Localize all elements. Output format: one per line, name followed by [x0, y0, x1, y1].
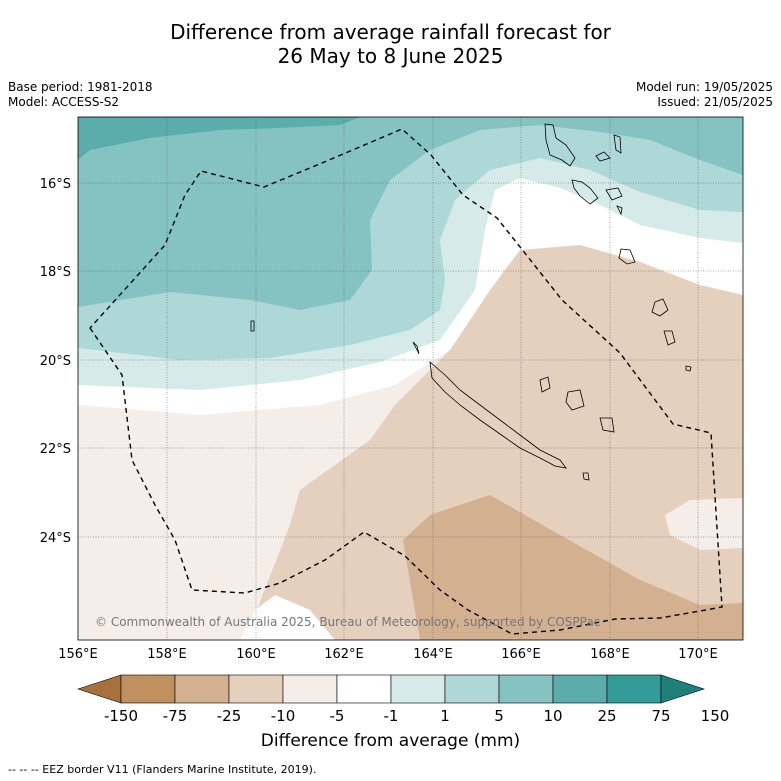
title-line-2: 26 May to 8 June 2025: [277, 44, 504, 68]
lon-label: 170°E: [678, 647, 718, 662]
colorbar-extend-high: [660, 674, 705, 704]
lon-label: 168°E: [590, 647, 630, 662]
base-period: Base period: 1981-2018: [8, 80, 153, 94]
colorbar-tick-label: -25: [217, 707, 242, 725]
map-title: Difference from average rainfall forecas…: [0, 20, 781, 68]
lon-label: 164°E: [413, 647, 453, 662]
lat-label: 16°S: [40, 177, 71, 192]
latitude-labels: 16°S 18°S 20°S 22°S 24°S: [40, 177, 71, 546]
graticule: [78, 117, 743, 640]
eez-legend-note: -- -- -- EEZ border V11 (Flanders Marine…: [8, 763, 317, 776]
colorbar-tick-label: -75: [163, 707, 188, 725]
lon-label: 166°E: [501, 647, 541, 662]
colorbar-tick-label: -10: [271, 707, 296, 725]
colorbar-segment: [174, 674, 230, 704]
anomaly-minus5-to-minus10: [245, 185, 743, 640]
lon-label: 158°E: [147, 647, 187, 662]
new-caledonia-mainland: [429, 361, 567, 469]
lat-label: 20°S: [40, 354, 71, 369]
colorbar-tick-label: 150: [701, 707, 730, 725]
colorbar-tick-label: 5: [494, 707, 504, 725]
map-frame: [77, 116, 744, 641]
colorbar-tick-label: -5: [330, 707, 345, 725]
anomaly-plus25-to-plus75: [78, 117, 360, 160]
anomaly-white-patch: [240, 595, 335, 640]
model-name: Model: ACCESS-S2: [8, 95, 120, 109]
anomaly-minus10-to-minus25: [403, 495, 743, 640]
vanuatu-santo: [544, 123, 576, 167]
colorbar-tick-label: 10: [543, 707, 562, 725]
colorbar-title: Difference from average (mm): [260, 731, 521, 751]
colorbar-segment: [390, 674, 446, 704]
colorbar-tick-label: 25: [597, 707, 616, 725]
anomaly-plus10-to-plus25: [78, 117, 743, 310]
colorbar-segment: [606, 674, 662, 704]
title-line-1: Difference from average rainfall forecas…: [170, 20, 611, 44]
lat-label: 22°S: [40, 442, 71, 457]
lat-label: 24°S: [40, 531, 71, 546]
colorbar-tick-label: 75: [651, 707, 670, 725]
map-plot-area: © Commonwealth of Australia 2025, Bureau…: [78, 117, 743, 640]
colorbar-extend-low: [77, 674, 122, 704]
model-run: Model run: 19/05/2025: [635, 80, 773, 94]
lon-label: 162°E: [324, 647, 364, 662]
colorbar: -150 -75 -25 -10 -5 -1 1 5 10 25 75 150: [77, 674, 730, 725]
colorbar-segment: [498, 674, 554, 704]
issued-date: Issued: 21/05/2025: [657, 95, 773, 109]
colorbar-segment: [228, 674, 284, 704]
lon-label: 160°E: [236, 647, 276, 662]
colorbar-segment: [444, 674, 500, 704]
colorbar-segment: [336, 674, 392, 704]
lat-label: 18°S: [40, 265, 71, 280]
colorbar-tick-label: 1: [440, 707, 450, 725]
longitude-labels: 156°E 158°E 160°E 162°E 164°E 166°E 168°…: [58, 647, 718, 662]
colorbar-tick-label: -1: [384, 707, 399, 725]
lon-label: 156°E: [58, 647, 98, 662]
meta-right: Model run: 19/05/2025 Issued: 21/05/2025: [636, 80, 773, 110]
colorbar-segment: [552, 674, 608, 704]
meta-left: Base period: 1981-2018 Model: ACCESS-S2: [8, 80, 153, 110]
colorbar-segment: [120, 674, 176, 704]
colorbar-segment: [282, 674, 338, 704]
coastlines: [250, 123, 692, 481]
copyright-notice: © Commonwealth of Australia 2025, Bureau…: [95, 615, 600, 629]
colorbar-tick-label: -150: [104, 707, 138, 725]
